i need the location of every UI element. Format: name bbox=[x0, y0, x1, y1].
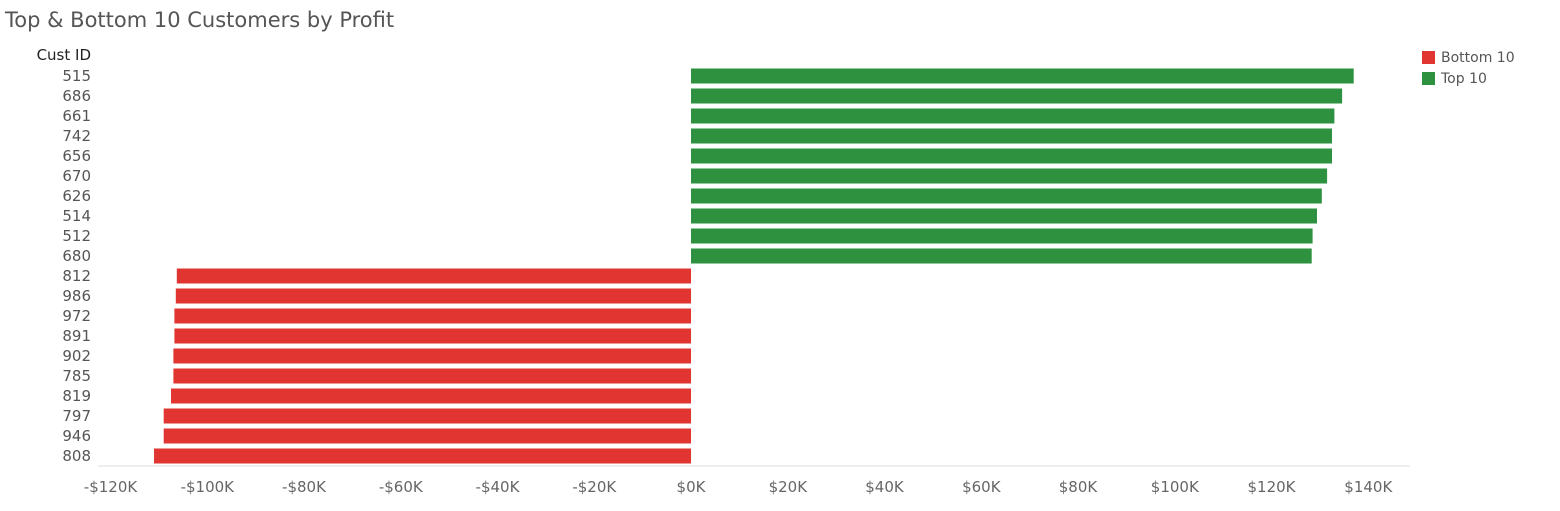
category-label: 514 bbox=[62, 207, 91, 225]
x-tick-label: $80K bbox=[1059, 478, 1099, 496]
category-label: 819 bbox=[62, 387, 91, 405]
legend-label: Bottom 10 bbox=[1441, 49, 1515, 66]
bar-819[interactable] bbox=[171, 388, 691, 404]
bar-661[interactable] bbox=[691, 108, 1335, 124]
category-label: 742 bbox=[62, 127, 91, 145]
x-tick-label: -$60K bbox=[379, 478, 424, 496]
category-label: 902 bbox=[62, 347, 91, 365]
bar-797[interactable] bbox=[163, 408, 691, 424]
x-tick-label: $0K bbox=[677, 478, 707, 496]
bar-656[interactable] bbox=[691, 148, 1332, 164]
category-label: 986 bbox=[62, 287, 91, 305]
bar-686[interactable] bbox=[691, 88, 1343, 104]
bar-972[interactable] bbox=[174, 308, 691, 324]
x-tick-label: $40K bbox=[865, 478, 905, 496]
category-label: 946 bbox=[62, 427, 91, 445]
category-label: 808 bbox=[62, 447, 91, 465]
bar-514[interactable] bbox=[691, 208, 1317, 224]
category-label: 512 bbox=[62, 227, 91, 245]
chart-title: Top & Bottom 10 Customers by Profit bbox=[5, 8, 395, 32]
category-label: 656 bbox=[62, 147, 91, 165]
bar-891[interactable] bbox=[174, 328, 691, 344]
x-tick-label: -$100K bbox=[181, 478, 236, 496]
category-label: 515 bbox=[62, 67, 91, 85]
x-tick-label: -$40K bbox=[476, 478, 521, 496]
category-label: 785 bbox=[62, 367, 91, 385]
x-tick-label: $120K bbox=[1247, 478, 1296, 496]
category-label: 972 bbox=[62, 307, 91, 325]
y-axis-header: Cust ID bbox=[37, 46, 91, 64]
x-tick-label: $20K bbox=[769, 478, 809, 496]
category-label: 797 bbox=[62, 407, 91, 425]
x-tick-label: $100K bbox=[1151, 478, 1200, 496]
bar-512[interactable] bbox=[691, 228, 1313, 244]
legend-swatch bbox=[1422, 51, 1435, 64]
category-labels: 515 686 661 742 656 670 626 514 512 680 812 986 972 8… bbox=[62, 67, 91, 465]
legend-item[interactable]: Top 10 bbox=[1422, 68, 1515, 89]
x-axis-ticks: -$120K -$100K -$80K -$60K -$40K -$20K $0K $20K $… bbox=[84, 478, 1394, 496]
legend-swatch bbox=[1422, 72, 1435, 85]
category-label: 812 bbox=[62, 267, 91, 285]
category-label: 661 bbox=[62, 107, 91, 125]
x-tick-label: -$20K bbox=[572, 478, 617, 496]
bar-946[interactable] bbox=[163, 428, 691, 444]
bars-group bbox=[154, 68, 1354, 464]
bar-742[interactable] bbox=[691, 128, 1332, 144]
category-label: 686 bbox=[62, 87, 91, 105]
bar-680[interactable] bbox=[691, 248, 1312, 264]
bar-808[interactable] bbox=[154, 448, 691, 464]
legend-label: Top 10 bbox=[1441, 70, 1487, 87]
bar-785[interactable] bbox=[173, 368, 691, 384]
category-label: 891 bbox=[62, 327, 91, 345]
category-label: 670 bbox=[62, 167, 91, 185]
x-tick-label: -$120K bbox=[84, 478, 139, 496]
bar-812[interactable] bbox=[176, 268, 692, 284]
x-tick-label: -$80K bbox=[282, 478, 327, 496]
x-tick-label: $60K bbox=[962, 478, 1002, 496]
bar-902[interactable] bbox=[173, 348, 691, 364]
bar-986[interactable] bbox=[175, 288, 692, 304]
legend: Bottom 10 Top 10 bbox=[1422, 47, 1515, 89]
bar-670[interactable] bbox=[691, 168, 1328, 184]
bar-515[interactable] bbox=[691, 68, 1354, 84]
bar-626[interactable] bbox=[691, 188, 1322, 204]
x-tick-label: $140K bbox=[1344, 478, 1393, 496]
category-label: 626 bbox=[62, 187, 91, 205]
legend-item[interactable]: Bottom 10 bbox=[1422, 47, 1515, 68]
category-label: 680 bbox=[62, 247, 91, 265]
